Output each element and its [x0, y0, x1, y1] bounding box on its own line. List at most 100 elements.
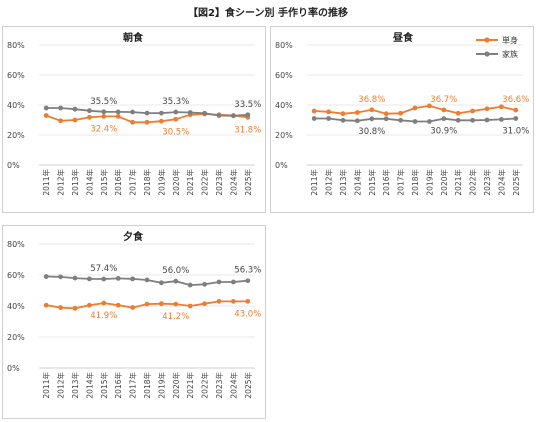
x-tick-label: 2021年 [453, 169, 463, 196]
y-tick-label: 60% [275, 71, 293, 80]
legend: 単身 家族 [476, 33, 518, 61]
y-tick-label: 80% [7, 240, 25, 249]
data-label: 36.8% [358, 95, 385, 105]
x-tick-label: 2017年 [396, 169, 406, 196]
x-tick-label: 2022年 [200, 372, 210, 399]
data-point-family [398, 117, 403, 123]
x-tick-label: 2021年 [185, 169, 195, 196]
x-tick-label: 2012年 [56, 169, 66, 196]
data-point-single [412, 105, 418, 111]
data-point-family [245, 112, 251, 118]
x-tick-label: 2018年 [142, 169, 152, 196]
data-point-single [159, 118, 164, 124]
x-tick-label: 2013年 [338, 169, 348, 196]
x-tick-label: 2023年 [482, 169, 492, 196]
y-tick-label: 60% [7, 71, 25, 80]
y-tick-label: 60% [7, 271, 25, 280]
legend-swatch-single [476, 37, 498, 43]
data-point-family [427, 119, 432, 124]
data-point-single [187, 303, 193, 309]
x-tick-label: 2014年 [84, 372, 94, 399]
chart-panel-breakfast: 朝食 0% 20% 40% 60% 80% 2011年 2012年 2013年 2014年 2015… [2, 26, 266, 213]
data-point-single [455, 110, 461, 116]
x-tick-label: 2016年 [113, 372, 123, 399]
data-point-family [499, 117, 504, 122]
data-label: 56.3% [234, 266, 261, 276]
x-tick-label: 2024年 [228, 372, 238, 399]
data-point-family [43, 105, 49, 111]
y-tick-label: 0% [7, 364, 20, 373]
x-tick-label: 2019年 [156, 169, 166, 196]
data-point-family [513, 116, 519, 121]
y-tick-label: 80% [275, 41, 293, 50]
data-point-family [355, 118, 360, 124]
data-label: 36.7% [430, 95, 457, 105]
data-point-single [245, 298, 251, 304]
x-tick-label: 2023年 [214, 169, 224, 196]
data-point-family [187, 282, 193, 288]
y-tick-label: 0% [275, 161, 288, 170]
data-point-single [72, 305, 78, 311]
y-tick-label: 20% [7, 131, 25, 140]
x-tick-label: 2017年 [128, 169, 138, 196]
y-tick-label: 40% [275, 101, 293, 110]
x-tick-label: 2023年 [214, 372, 224, 399]
lunch-chart: 昼食 0% 20% 40% 60% 80% 2011年 2012年 2013年 2014年 2015… [275, 31, 529, 196]
y-tick-label: 40% [7, 302, 25, 311]
x-tick-label: 2024年 [496, 169, 506, 196]
data-point-single [130, 305, 135, 310]
y-tick-label: 20% [275, 131, 293, 140]
data-point-family [216, 279, 222, 285]
data-point-single [326, 109, 331, 115]
data-point-single [383, 111, 389, 117]
data-point-single [216, 298, 222, 304]
chart-title: 夕食 [123, 230, 144, 243]
x-tick-label: 2012年 [324, 169, 334, 196]
data-point-family [144, 110, 150, 116]
data-point-family [72, 106, 78, 112]
y-tick-label: 0% [7, 161, 20, 170]
data-point-single [43, 302, 49, 308]
data-point-family [216, 113, 222, 118]
data-label: 35.3% [162, 97, 189, 107]
data-point-family [369, 116, 375, 122]
data-point-family [326, 116, 331, 121]
data-point-family [159, 280, 164, 286]
x-tick-label: 2015年 [367, 169, 377, 196]
data-point-family [87, 276, 92, 282]
chart-title: 朝食 [123, 31, 144, 44]
data-point-family [101, 276, 107, 282]
data-point-single [202, 301, 208, 307]
data-point-single [369, 107, 375, 113]
x-tick-label: 2017年 [128, 372, 138, 399]
data-point-family [130, 109, 135, 115]
data-point-single [87, 302, 92, 308]
data-point-family [311, 116, 317, 121]
data-point-family [130, 276, 135, 282]
x-tick-label: 2015年 [99, 169, 109, 196]
data-point-single [355, 110, 360, 115]
data-point-single [398, 110, 403, 116]
y-tick-label: 80% [7, 41, 25, 50]
data-label: 30.8% [358, 127, 385, 137]
x-tick-label: 2012年 [56, 372, 66, 399]
x-tick-label: 2022年 [468, 169, 478, 196]
chart-panel-dinner: 夕食 0% 20% 40% 60% 80% 2011年 2012年 2013年 2014年 2015… [2, 225, 266, 419]
data-point-family [72, 275, 78, 281]
data-point-family [231, 113, 236, 119]
data-point-single [484, 106, 490, 112]
x-tick-label: 2024年 [228, 169, 238, 196]
x-tick-label: 2020年 [439, 169, 449, 196]
x-tick-label: 2013年 [70, 372, 80, 399]
x-tick-label: 2011年 [309, 169, 319, 196]
data-point-family [115, 109, 121, 115]
data-label: 31.8% [234, 125, 261, 135]
data-point-family [412, 119, 418, 124]
legend-label-single: 単身 [502, 35, 518, 45]
data-point-single [58, 118, 63, 124]
x-tick-label: 2022年 [200, 169, 210, 196]
data-point-family [58, 105, 63, 111]
data-label: 56.0% [162, 266, 189, 276]
figure-title: 【図2】食シーン別 手作り率の推移 [188, 8, 348, 19]
data-point-single [159, 301, 164, 307]
